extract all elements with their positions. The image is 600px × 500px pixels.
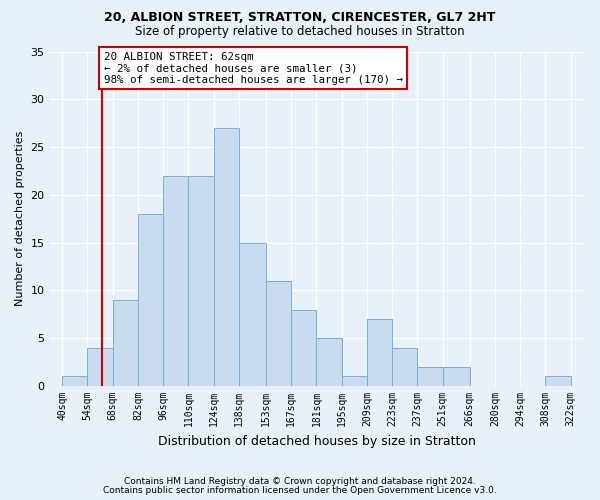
Bar	[214, 128, 239, 386]
Text: 20, ALBION STREET, STRATTON, CIRENCESTER, GL7 2HT: 20, ALBION STREET, STRATTON, CIRENCESTER…	[104, 11, 496, 24]
Bar	[545, 376, 571, 386]
Bar	[367, 319, 392, 386]
Bar	[88, 348, 113, 386]
Text: Contains public sector information licensed under the Open Government Licence v3: Contains public sector information licen…	[103, 486, 497, 495]
Y-axis label: Number of detached properties: Number of detached properties	[15, 131, 25, 306]
Bar	[62, 376, 88, 386]
Bar	[418, 367, 443, 386]
Bar	[138, 214, 163, 386]
Bar	[239, 242, 266, 386]
Text: 20 ALBION STREET: 62sqm
← 2% of detached houses are smaller (3)
98% of semi-deta: 20 ALBION STREET: 62sqm ← 2% of detached…	[104, 52, 403, 84]
Bar	[443, 367, 470, 386]
Bar	[163, 176, 188, 386]
Bar	[392, 348, 418, 386]
Bar	[188, 176, 214, 386]
Bar	[291, 310, 316, 386]
Bar	[266, 281, 291, 386]
Bar	[316, 338, 341, 386]
Text: Size of property relative to detached houses in Stratton: Size of property relative to detached ho…	[135, 25, 465, 38]
X-axis label: Distribution of detached houses by size in Stratton: Distribution of detached houses by size …	[158, 434, 476, 448]
Bar	[341, 376, 367, 386]
Text: Contains HM Land Registry data © Crown copyright and database right 2024.: Contains HM Land Registry data © Crown c…	[124, 477, 476, 486]
Bar	[113, 300, 138, 386]
